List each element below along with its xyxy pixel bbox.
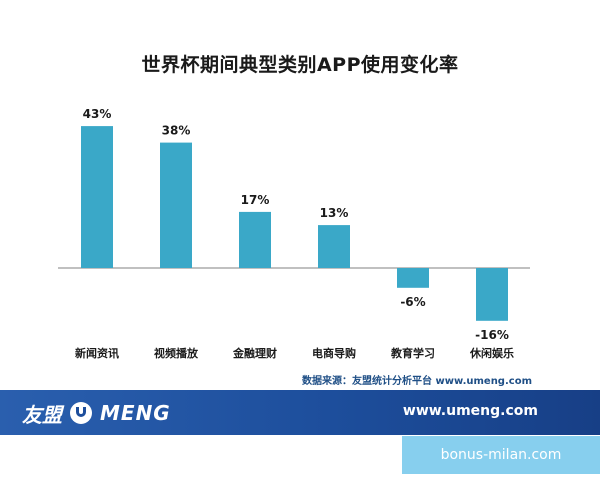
footer-url: www.umeng.com bbox=[402, 403, 538, 419]
data-label-2: 38% bbox=[162, 124, 191, 138]
bar-1 bbox=[81, 126, 113, 268]
source-note: 数据来源：友盟统计分析平台 www.umeng.com bbox=[302, 376, 532, 387]
umeng-logo: 友盟 MENG bbox=[22, 399, 171, 427]
chart-title: 世界杯期间典型类别APP使用变化率 bbox=[141, 54, 459, 76]
data-label-1: 43% bbox=[83, 107, 112, 121]
data-label-4: 13% bbox=[320, 206, 349, 220]
category-label-3: 金融理财 bbox=[232, 346, 277, 360]
category-label-5: 教育学习 bbox=[390, 346, 435, 360]
data-label-5: -6% bbox=[400, 295, 425, 309]
bar-3 bbox=[239, 211, 271, 268]
bar-4 bbox=[318, 225, 350, 268]
watermark-label: bonus-milan.com bbox=[402, 436, 600, 474]
bar-6 bbox=[476, 268, 508, 321]
footer-banner: 友盟 MENG www.umeng.com bbox=[0, 390, 600, 435]
umeng-u-icon bbox=[70, 402, 92, 424]
bar-2 bbox=[160, 142, 192, 268]
bar-chart: 43% 新闻资讯 38% 视频播放 17% 金融理财 13% 电商导购 -6% 教育学习 -16% 休… bbox=[58, 107, 530, 360]
logo-english-text: MENG bbox=[100, 401, 171, 425]
bar-5 bbox=[397, 268, 429, 288]
data-label-6: -16% bbox=[475, 328, 509, 342]
category-label-1: 新闻资讯 bbox=[75, 346, 119, 360]
category-label-4: 电商导购 bbox=[312, 346, 356, 360]
logo-chinese-text: 友盟 bbox=[22, 402, 62, 427]
category-label-6: 休闲娱乐 bbox=[469, 346, 514, 360]
category-label-2: 视频播放 bbox=[154, 346, 199, 360]
data-label-3: 17% bbox=[241, 193, 270, 207]
